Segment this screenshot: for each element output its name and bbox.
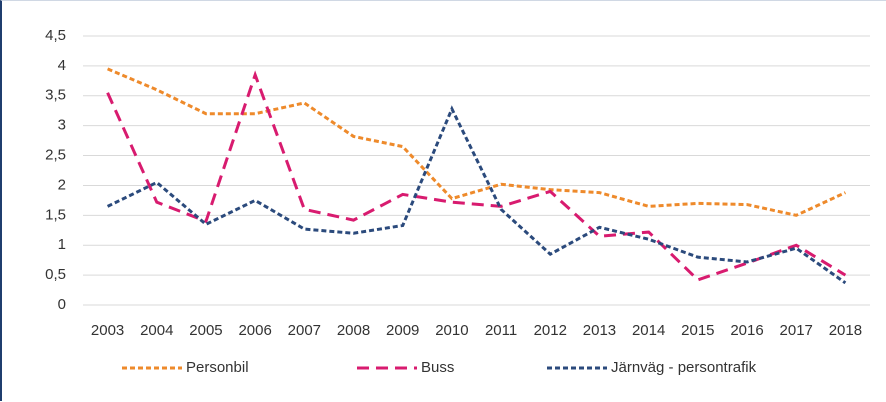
x-tick-label: 2004 <box>140 322 173 339</box>
y-tick-label: 1,5 <box>45 206 66 223</box>
legend-label: Järnväg - persontrafik <box>611 359 757 376</box>
y-tick-label: 4,5 <box>45 27 66 44</box>
legend-label: Buss <box>421 359 454 376</box>
x-tick-label: 2018 <box>829 322 862 339</box>
x-tick-label: 2005 <box>189 322 222 339</box>
x-tick-label: 2007 <box>288 322 321 339</box>
y-tick-label: 2 <box>58 176 66 193</box>
y-tick-label: 0 <box>58 296 66 313</box>
x-tick-label: 2015 <box>681 322 714 339</box>
y-tick-label: 4 <box>58 57 66 74</box>
y-tick-label: 0,5 <box>45 266 66 283</box>
x-tick-label: 2008 <box>337 322 370 339</box>
x-tick-label: 2010 <box>435 322 468 339</box>
x-tick-label: 2011 <box>485 322 517 339</box>
series-line <box>106 70 847 282</box>
series-line <box>107 67 847 217</box>
series-line <box>106 105 847 285</box>
x-tick-label: 2014 <box>632 322 665 339</box>
y-tick-label: 2,5 <box>45 147 66 164</box>
x-tick-label: 2012 <box>534 322 567 339</box>
x-tick-label: 2013 <box>583 322 616 339</box>
y-tick-label: 1 <box>58 236 66 253</box>
y-tick-label: 3 <box>58 117 66 134</box>
x-tick-label: 2006 <box>238 322 271 339</box>
y-tick-label: 3,5 <box>45 87 66 104</box>
x-tick-label: 2003 <box>91 322 124 339</box>
x-tick-label: 2017 <box>780 322 813 339</box>
x-tick-label: 2009 <box>386 322 419 339</box>
x-tick-label: 2016 <box>730 322 763 339</box>
legend-label: Personbil <box>186 359 249 376</box>
